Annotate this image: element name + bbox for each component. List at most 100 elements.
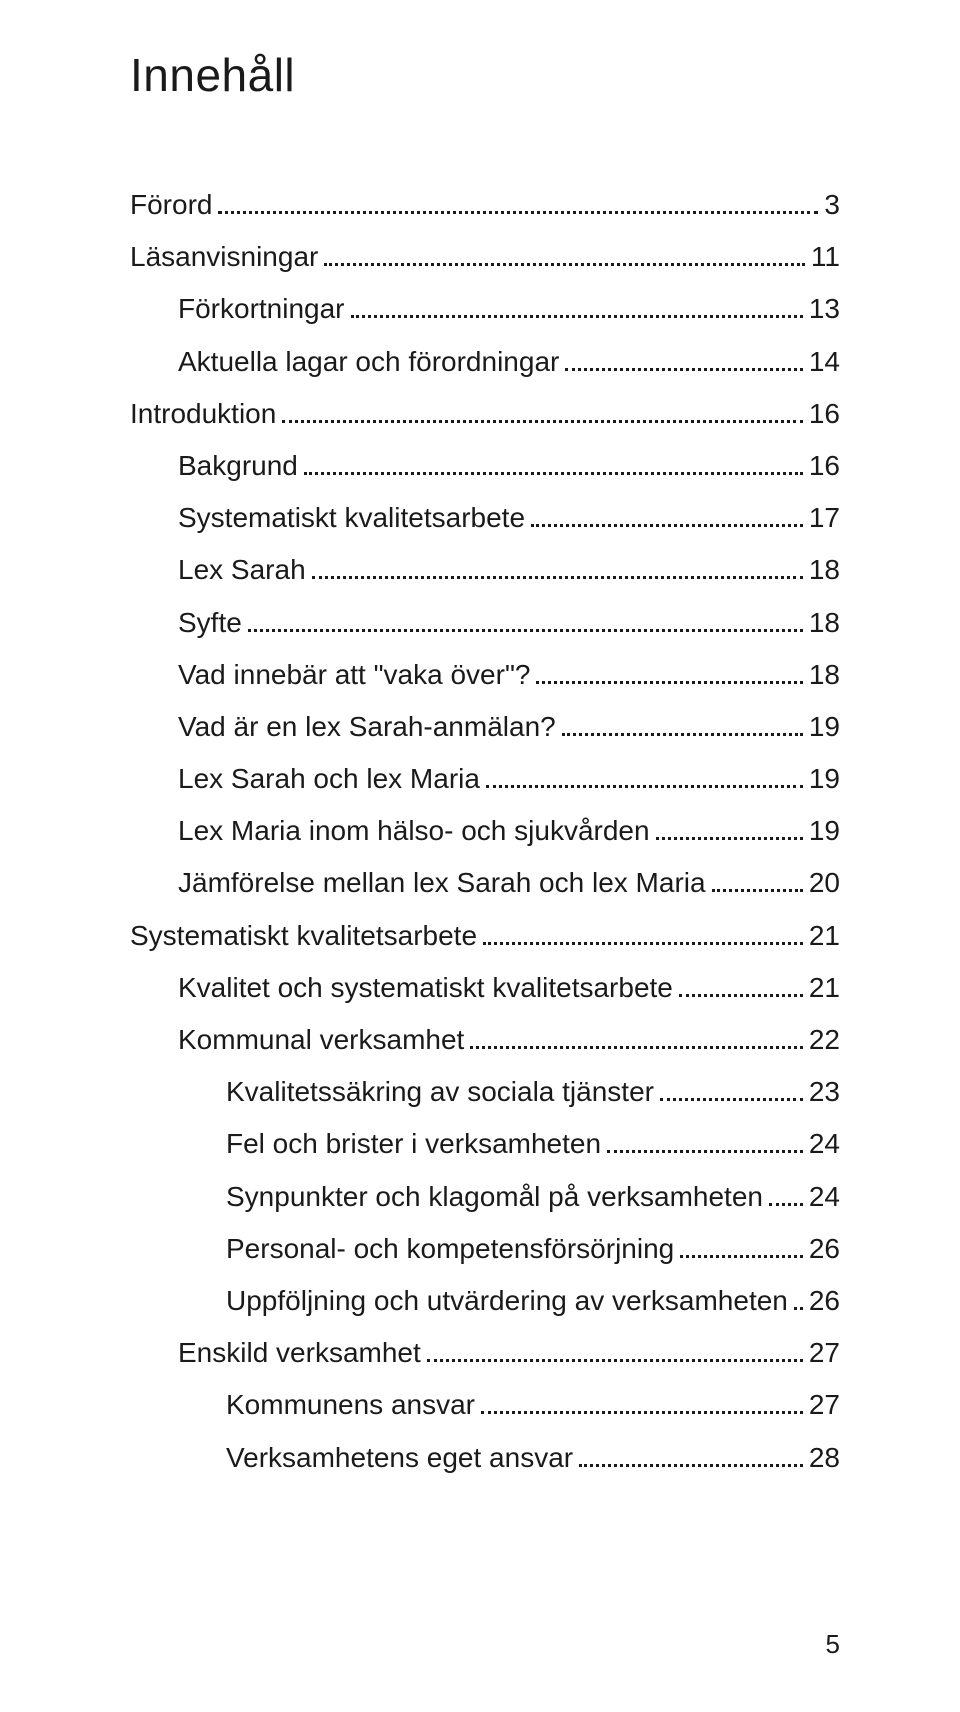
toc-entry-page: 11 (811, 234, 840, 280)
toc-entry: Förkortningar 13 (130, 286, 840, 332)
toc-entry: Lex Maria inom hälso- och sjukvården19 (130, 808, 840, 854)
toc-entry-page: 19 (809, 704, 840, 750)
toc-entry-label: Uppföljning och utvärdering av verksamhe… (226, 1278, 788, 1324)
toc-entry-label: Bakgrund (178, 443, 298, 489)
toc-entry-label: Läsanvisningar (130, 234, 318, 280)
toc-leader-dots (607, 1125, 803, 1153)
toc-entry-label: Kvalitetssäkring av sociala tjänster (226, 1069, 654, 1115)
toc-leader-dots (794, 1282, 803, 1310)
toc-entry-label: Vad innebär att "vaka över"? (178, 652, 530, 698)
toc-entry: Bakgrund 16 (130, 443, 840, 489)
toc-entry-page: 19 (809, 808, 840, 854)
toc-entry-page: 24 (809, 1174, 840, 1220)
toc-entry-page: 17 (809, 495, 840, 541)
toc-entry-label: Systematiskt kvalitetsarbete (178, 495, 525, 541)
toc-entry: Kommunal verksamhet 22 (130, 1017, 840, 1063)
toc-entry-label: Enskild verksamhet (178, 1330, 421, 1376)
toc-leader-dots (427, 1334, 803, 1362)
toc-entry: Aktuella lagar och förordningar 14 (130, 339, 840, 385)
toc-entry-page: 16 (809, 443, 840, 489)
toc-entry: Verksamhetens eget ansvar 28 (130, 1435, 840, 1481)
toc-entry: Vad är en lex Sarah-anmälan? 19 (130, 704, 840, 750)
toc-entry-page: 21 (809, 913, 840, 959)
toc-entry: Kvalitetssäkring av sociala tjänster 23 (130, 1069, 840, 1115)
toc-entry-label: Lex Sarah (178, 547, 306, 593)
toc-entry-label: Vad är en lex Sarah-anmälan? (178, 704, 556, 750)
toc-entry: Synpunkter och klagomål på verksamheten 2… (130, 1174, 840, 1220)
toc-leader-dots (769, 1177, 803, 1205)
toc-leader-dots (470, 1021, 803, 1049)
toc-leader-dots (304, 447, 803, 475)
page: Innehåll Förord3Läsanvisningar11Förkortn… (0, 0, 960, 1712)
toc-entry: Kvalitet och systematiskt kvalitetsarbet… (130, 965, 840, 1011)
toc-leader-dots (579, 1438, 803, 1466)
toc-entry: Introduktion 16 (130, 391, 840, 437)
toc-leader-dots (218, 186, 818, 214)
toc-entry: Systematiskt kvalitetsarbete 17 (130, 495, 840, 541)
toc-entry-page: 26 (809, 1278, 840, 1324)
toc-leader-dots (679, 969, 803, 997)
toc-entry: Läsanvisningar 11 (130, 234, 840, 280)
toc-entry-page: 20 (809, 860, 840, 906)
toc-entry-label: Förord (130, 182, 212, 228)
toc-entry: Kommunens ansvar 27 (130, 1382, 840, 1428)
toc-leader-dots (481, 1386, 803, 1414)
toc-entry-page: 27 (809, 1330, 840, 1376)
toc-entry-page: 18 (809, 547, 840, 593)
toc-entry: Uppföljning och utvärdering av verksamhe… (130, 1278, 840, 1324)
toc-leader-dots (351, 290, 803, 318)
toc-entry-label: Synpunkter och klagomål på verksamheten (226, 1174, 763, 1220)
toc-entry-page: 18 (809, 652, 840, 698)
toc-leader-dots (483, 916, 803, 944)
toc-entry-label: Förkortningar (178, 286, 345, 332)
toc-entry-label: Introduktion (130, 391, 276, 437)
toc-entry-page: 27 (809, 1382, 840, 1428)
toc-entry-page: 23 (809, 1069, 840, 1115)
toc-leader-dots (565, 342, 803, 370)
toc-leader-dots (282, 395, 803, 423)
toc-entry: Personal- och kompetensförsörjning26 (130, 1226, 840, 1272)
toc-entry: Jämförelse mellan lex Sarah och lex Mari… (130, 860, 840, 906)
toc-entry-label: Fel och brister i verksamheten (226, 1121, 601, 1167)
toc-entry: Fel och brister i verksamheten 24 (130, 1121, 840, 1167)
toc-leader-dots (312, 551, 803, 579)
toc-entry-label: Jämförelse mellan lex Sarah och lex Mari… (178, 860, 706, 906)
toc-entry-label: Aktuella lagar och förordningar (178, 339, 559, 385)
toc-entry: Enskild verksamhet 27 (130, 1330, 840, 1376)
toc-entry: Lex Sarah och lex Maria 19 (130, 756, 840, 802)
toc-entry-page: 18 (809, 600, 840, 646)
toc-entry-page: 26 (809, 1226, 840, 1272)
toc-entry-label: Kommunal verksamhet (178, 1017, 464, 1063)
toc-entry: Lex Sarah 18 (130, 547, 840, 593)
toc-leader-dots (536, 656, 802, 684)
toc-entry-page: 14 (809, 339, 840, 385)
toc-leader-dots (562, 708, 803, 736)
toc-entry-label: Systematiskt kvalitetsarbete (130, 913, 477, 959)
toc-entry-label: Kvalitet och systematiskt kvalitetsarbet… (178, 965, 673, 1011)
toc-leader-dots (680, 1230, 803, 1258)
toc-entry-page: 24 (809, 1121, 840, 1167)
toc-leader-dots (248, 603, 803, 631)
toc-entry-page: 22 (809, 1017, 840, 1063)
toc-entry: Förord3 (130, 182, 840, 228)
toc-entry: Systematiskt kvalitetsarbete 21 (130, 913, 840, 959)
table-of-contents: Förord3 Läsanvisningar 11 Förkortningar 13 Ak… (130, 182, 840, 1481)
toc-leader-dots (486, 760, 803, 788)
toc-entry-label: Lex Sarah och lex Maria (178, 756, 480, 802)
toc-entry-page: 21 (809, 965, 840, 1011)
toc-leader-dots (712, 864, 803, 892)
toc-leader-dots (531, 499, 803, 527)
toc-entry-page: 28 (809, 1435, 840, 1481)
toc-entry-label: Syfte (178, 600, 242, 646)
toc-entry-page: 16 (809, 391, 840, 437)
toc-entry-page: 13 (809, 286, 840, 332)
toc-entry-label: Kommunens ansvar (226, 1382, 475, 1428)
toc-leader-dots (660, 1073, 803, 1101)
toc-leader-dots (324, 238, 805, 266)
page-number: 5 (826, 1629, 840, 1660)
toc-leader-dots (656, 812, 803, 840)
toc-entry-label: Verksamhetens eget ansvar (226, 1435, 573, 1481)
toc-entry-page: 19 (809, 756, 840, 802)
toc-entry: Syfte 18 (130, 600, 840, 646)
toc-entry: Vad innebär att "vaka över"? 18 (130, 652, 840, 698)
